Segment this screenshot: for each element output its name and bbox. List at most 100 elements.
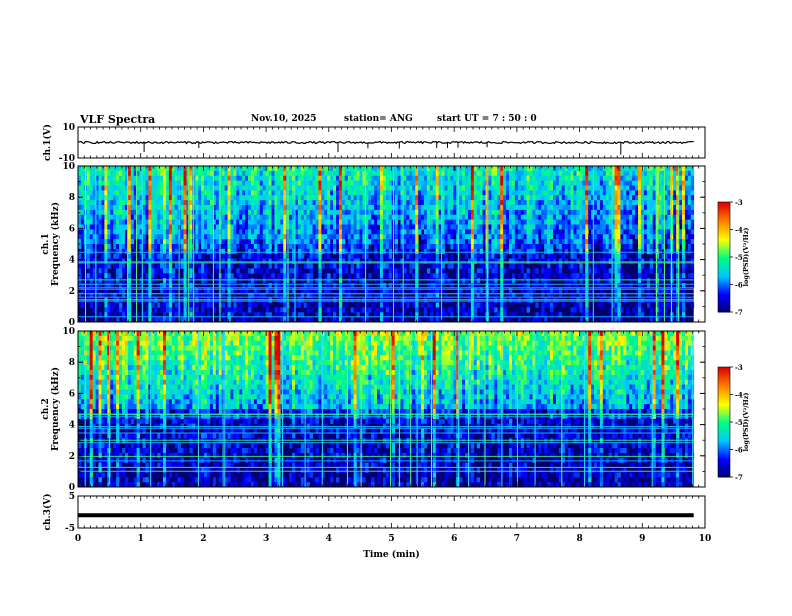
ch1-spectrogram-cell [130, 190, 135, 196]
ch1-spectrogram-cell [412, 166, 416, 172]
ch1-spectrogram-cell [362, 278, 366, 284]
ch1-spectrogram-cell [500, 268, 504, 274]
ch1-spectrogram-cell [382, 175, 387, 182]
ch1-spectrogram-cell [303, 273, 308, 279]
ch1-spectrogram-cell [116, 170, 120, 177]
ch1-spectrogram-cell [215, 219, 220, 225]
ch1-spectrogram-cell [526, 287, 530, 294]
ch1-spectrogram-cell [397, 248, 401, 255]
ch1-spectrogram-cell [676, 292, 680, 299]
ch1-spectrogram-cell [394, 219, 398, 225]
ch1-spectrogram-cell [494, 258, 498, 264]
ch1-spectrogram-cell [374, 170, 378, 177]
ch1-spectrogram-cell [113, 214, 117, 221]
ch1-spectrogram-cell [359, 239, 363, 245]
ch1-spectrogram-cell [157, 170, 161, 177]
ch1-spectrogram-cell [371, 200, 375, 206]
ch1-spectrogram-cell [353, 195, 357, 201]
ch1-spectrogram-cell [409, 195, 413, 201]
ch1-spectrogram-cell [409, 239, 413, 245]
ch1-spectrogram-cell [209, 248, 214, 255]
ch1-spectrogram-cell [265, 239, 269, 245]
ch1-spectrogram-cell [588, 180, 592, 186]
ch1-spectrogram-cell [207, 190, 211, 196]
ch1-spectrogram-cell [233, 287, 237, 294]
ch1-spectrogram-cell [673, 175, 677, 182]
ch1-spectrogram-cell [673, 170, 677, 177]
ch1-spectrogram-cell [256, 205, 261, 211]
ch1-spectrogram-cell [526, 224, 530, 230]
ch1-spectrogram-cell [470, 292, 475, 299]
ch1-spectrogram-cell [80, 170, 85, 177]
ch1-spectrogram-cell [643, 219, 648, 225]
ch1-spectrogram-cell [104, 273, 108, 279]
ch1-spectrogram-cell [292, 248, 296, 255]
ch1-spectrogram-cell [570, 219, 574, 225]
ch1-spectrogram-cell [142, 248, 146, 255]
ch1-spectrogram-cell [336, 292, 340, 299]
ch1-spectrogram-cell [212, 263, 217, 269]
ch1-spectrogram-cell [585, 244, 589, 250]
ch1-spectrogram-cell [591, 219, 595, 225]
ch1-spectrogram-cell [643, 195, 648, 201]
ch1-spectrogram-cell [230, 219, 234, 225]
ch1-spectrogram-cell [215, 239, 220, 245]
ch1-spectrogram-cell [341, 244, 346, 250]
ch1-spectrogram-cell [338, 190, 343, 196]
ch1-spectrogram-cell [605, 244, 610, 250]
ch1-spectrogram-cell [646, 283, 651, 289]
ch1-spectrogram-cell [514, 214, 519, 221]
ch1-spectrogram-cell [635, 292, 639, 299]
ch1-spectrogram-cell [476, 287, 481, 294]
ch1-spectrogram-cell [415, 185, 419, 191]
ch1-spectrogram-cell [473, 229, 478, 235]
ch1-spectrogram-cell [300, 253, 305, 260]
ch1-spectrogram-cell [567, 229, 571, 235]
ch1-spectrogram-cell [558, 205, 563, 211]
ch1-spectrogram-cell [570, 278, 574, 284]
ch1-spectrogram-cell [594, 239, 598, 245]
ch1-spectrogram-cell [201, 214, 205, 221]
ch1-spectrogram-cell [121, 258, 126, 264]
ch1-spectrogram-cell [467, 175, 472, 182]
ch1-spectrogram-cell [321, 234, 325, 240]
ch1-spectrogram-cell [667, 175, 671, 182]
ch1-spectrogram-cell [180, 278, 184, 284]
ch1-spectrogram-cell [459, 229, 463, 235]
ch1-spectrogram-cell [262, 224, 267, 230]
ch1-spectrogram-cell [142, 214, 146, 221]
ch1-spectrogram-cell [124, 248, 129, 255]
ch1-spectrogram-cell [374, 248, 378, 255]
ch1-spectrogram-cell [385, 200, 390, 206]
ch1-spectrogram-cell [309, 200, 313, 206]
ch1-spectrogram-cell [101, 214, 105, 221]
ch1-spectrogram-cell [640, 258, 645, 264]
ch1-spectrogram-cell [570, 166, 574, 172]
ch1-spectrogram-cell [470, 283, 475, 289]
ch1-spectrogram-cell [145, 190, 149, 196]
ch1-spectrogram-cell [506, 185, 510, 191]
ch1-spectrogram-cell [119, 219, 123, 225]
ch1-spectrogram-cell [201, 166, 205, 172]
ch1-spectrogram-cell [259, 214, 264, 221]
ch1-spectrogram-cell [626, 253, 630, 260]
ch1-spectrogram-cell [341, 205, 346, 211]
ch1-spectrogram-cell [283, 175, 287, 182]
ch1-spectrogram-cell [157, 229, 161, 235]
ch1-spectrogram-cell [215, 170, 220, 177]
ch1-spectrogram-cell [341, 248, 346, 255]
ch1-spectrogram-cell [532, 185, 536, 191]
station-label: station= ANG [344, 114, 413, 124]
ch1-spectrogram-cell [289, 195, 293, 201]
ch1-spectrogram-cell [271, 170, 275, 177]
ch1-spectrogram-cell [652, 278, 656, 284]
ch1-spectrogram-cell [649, 244, 654, 250]
ch1-spectrogram-cell [614, 185, 618, 191]
ch1-spectrogram-cell [163, 175, 167, 182]
ch1-spectrogram-cell [230, 287, 234, 294]
ch1-spectrogram-cell [227, 214, 231, 221]
ch1-spectrogram-cell [259, 166, 264, 172]
ch1-spectrogram-cell [450, 209, 454, 216]
ch1-spectrogram-cell [233, 244, 237, 250]
ch1-spectrogram-cell [309, 170, 313, 177]
